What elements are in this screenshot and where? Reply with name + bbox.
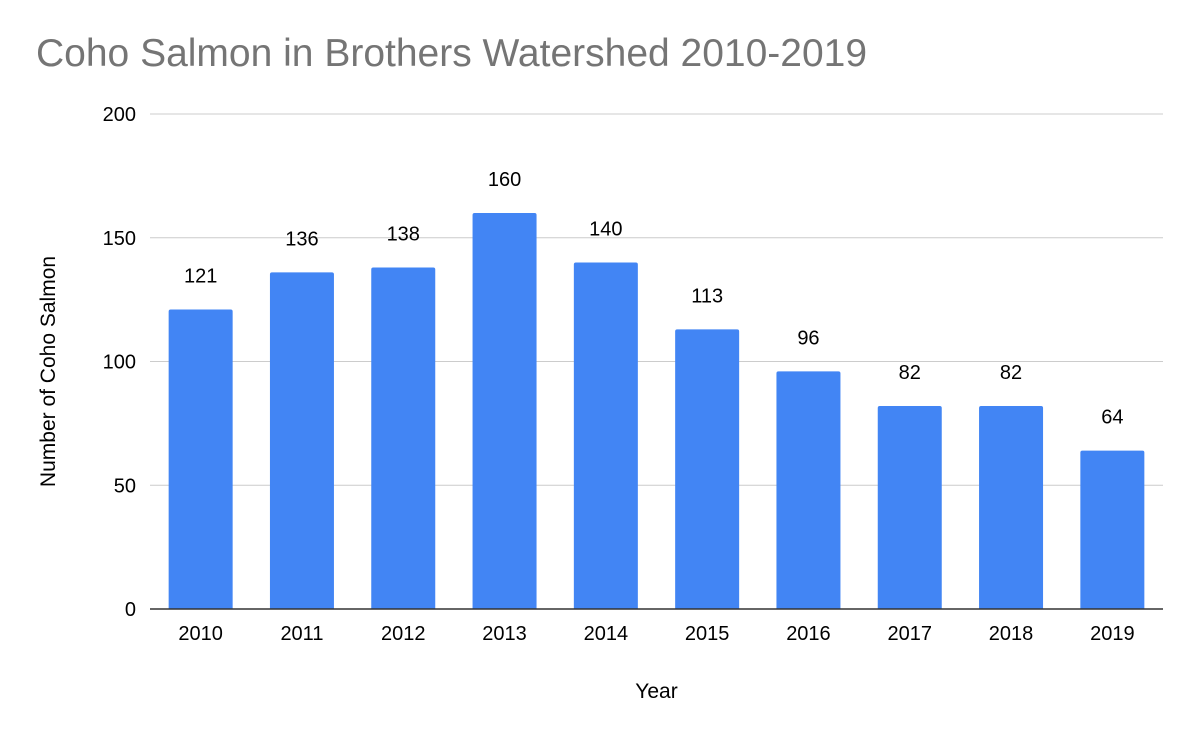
- bar-2017: [877, 406, 942, 609]
- y-tick-label: 0: [125, 599, 136, 621]
- bars: [168, 213, 1145, 609]
- x-tick-label: 2019: [1090, 623, 1135, 645]
- x-tick-label: 2015: [685, 623, 730, 645]
- data-label-2014: 140: [589, 219, 622, 241]
- y-tick-label: 100: [103, 352, 136, 374]
- x-tick-label: 2018: [989, 623, 1034, 645]
- data-label-2016: 96: [797, 327, 819, 349]
- data-label-2012: 138: [387, 223, 420, 245]
- data-label-2015: 113: [691, 285, 723, 307]
- y-axis-tick-labels: 0 50 100 150 200: [103, 104, 136, 621]
- bar-2016: [776, 371, 841, 609]
- bar-2014: [573, 262, 638, 609]
- x-tick-label: 2017: [888, 623, 933, 645]
- bar-2011: [269, 272, 334, 609]
- y-tick-label: 150: [103, 228, 136, 250]
- x-tick-label: 2016: [786, 623, 831, 645]
- data-label-2019: 64: [1101, 407, 1123, 429]
- bar-2010: [168, 309, 233, 609]
- data-label-2017: 82: [899, 362, 921, 384]
- bar-2012: [371, 267, 436, 609]
- y-tick-label: 200: [103, 104, 136, 126]
- x-axis-title: Year: [635, 680, 677, 703]
- data-labels: 121 136 138 160 140 113 96 82 82 64: [184, 169, 1124, 429]
- data-label-2018: 82: [1000, 362, 1022, 384]
- x-axis-tick-labels: 2010 2011 2012 2013 2014 2015 2016 2017 2018 2019: [178, 623, 1134, 645]
- x-tick-label: 2010: [178, 623, 223, 645]
- bar-2013: [472, 213, 537, 609]
- bar-2019: [1080, 450, 1145, 609]
- x-tick-label: 2011: [280, 623, 323, 645]
- x-tick-label: 2013: [482, 623, 527, 645]
- bar-2018: [979, 406, 1044, 609]
- x-tick-label: 2012: [381, 623, 426, 645]
- data-label-2011: 136: [285, 228, 318, 250]
- bar-2015: [675, 329, 740, 609]
- y-axis-title: Number of Coho Salmon: [37, 256, 60, 487]
- data-label-2010: 121: [184, 266, 217, 288]
- x-tick-label: 2014: [584, 623, 629, 645]
- chart-title: Coho Salmon in Brothers Watershed 2010-2…: [36, 32, 867, 75]
- data-label-2013: 160: [488, 169, 521, 191]
- y-tick-label: 50: [114, 475, 136, 497]
